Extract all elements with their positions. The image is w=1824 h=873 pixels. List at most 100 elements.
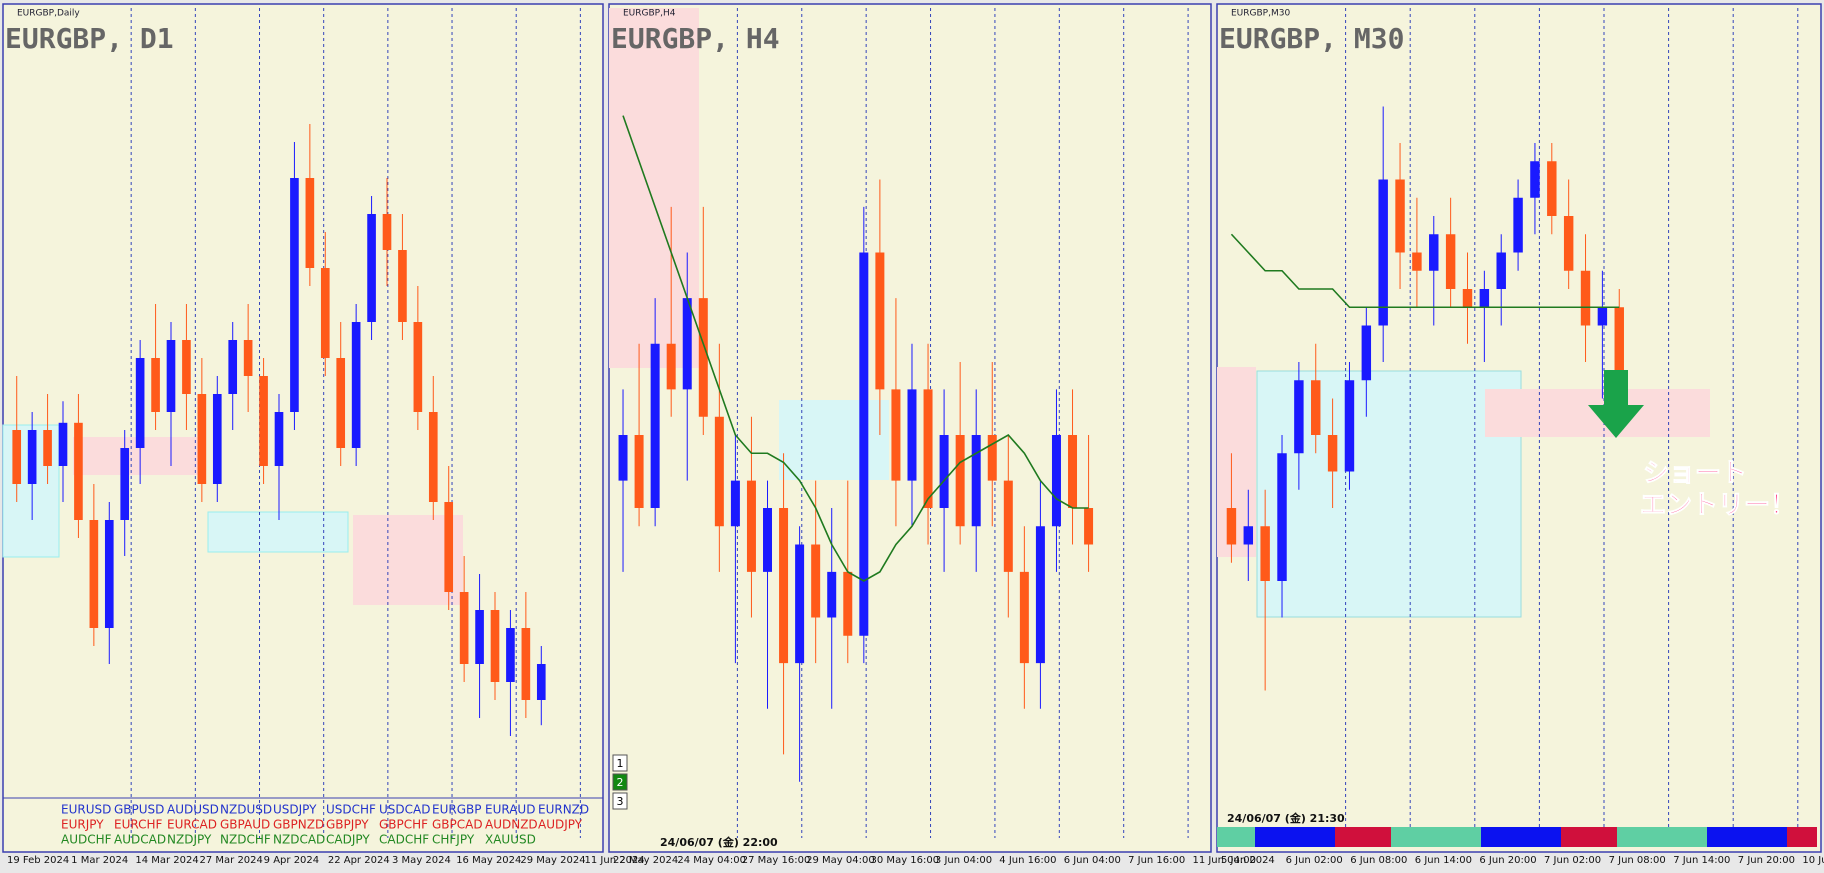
x-tick-label: 7 Jun 20:00 bbox=[1738, 855, 1795, 866]
zone bbox=[779, 400, 889, 480]
candle-body bbox=[182, 340, 191, 394]
pair-button[interactable]: USDJPY bbox=[273, 803, 317, 817]
candle-body bbox=[1547, 161, 1557, 216]
pair-button[interactable]: EURAUD bbox=[485, 803, 535, 817]
candle-body bbox=[536, 664, 546, 700]
candle-body bbox=[698, 298, 708, 417]
timeframe-button[interactable] bbox=[612, 754, 628, 772]
x-tick-label: 10 Jun 02:00 bbox=[1802, 855, 1824, 866]
pair-button[interactable]: XAUUSD bbox=[485, 833, 536, 847]
pair-button[interactable]: GBPUSD bbox=[114, 803, 164, 817]
pair-button[interactable]: EURCAD bbox=[167, 818, 217, 832]
pair-button[interactable]: EURUSD bbox=[61, 803, 111, 817]
candle-body bbox=[1260, 526, 1270, 581]
pair-button[interactable]: CADCHF bbox=[379, 833, 429, 847]
pair-button[interactable]: GBPCAD bbox=[432, 818, 483, 832]
timeframe-button-label: 2 bbox=[617, 776, 624, 789]
x-tick-label: 6 Jun 20:00 bbox=[1479, 855, 1536, 866]
candle-body bbox=[618, 435, 628, 481]
candle-body bbox=[1243, 526, 1254, 545]
pair-button[interactable]: EURGBP bbox=[432, 803, 481, 817]
pair-button[interactable]: NZDUSD bbox=[220, 803, 272, 817]
pair-button[interactable]: USDCHF bbox=[326, 803, 376, 817]
candle-body bbox=[1445, 234, 1456, 289]
candle-body bbox=[89, 520, 99, 628]
candle-body bbox=[382, 214, 392, 250]
candle-body bbox=[1019, 571, 1029, 664]
candle-body bbox=[506, 628, 515, 682]
pair-button[interactable]: NZDCHF bbox=[220, 833, 271, 847]
candle-body bbox=[43, 430, 52, 466]
pair-button[interactable]: EURJPY bbox=[61, 818, 104, 832]
candle-body bbox=[197, 394, 207, 484]
candle-body bbox=[1294, 380, 1304, 454]
timestamp: 24/06/07 (金) 22:00 bbox=[660, 835, 778, 849]
x-tick-label: 6 Jun 14:00 bbox=[1415, 855, 1472, 866]
candle-body bbox=[367, 214, 376, 322]
candle-body bbox=[1327, 435, 1338, 472]
candle-body bbox=[682, 298, 692, 390]
pair-button[interactable]: AUDJPY bbox=[538, 818, 583, 832]
candle-body bbox=[1429, 234, 1439, 271]
candle-body bbox=[971, 435, 981, 527]
pair-button[interactable]: AUDNZD bbox=[485, 818, 538, 832]
symbol-label: EURGBP,H4 bbox=[623, 9, 676, 19]
arrow bbox=[1588, 370, 1644, 438]
candle-body bbox=[104, 520, 114, 628]
candle-body bbox=[634, 435, 644, 508]
candle-body bbox=[1412, 252, 1422, 271]
candle-body bbox=[290, 178, 299, 412]
candle-body bbox=[212, 394, 222, 484]
pair-button[interactable]: EURCHF bbox=[114, 818, 163, 832]
timestamp: 24/06/07 (金) 21:30 bbox=[1227, 811, 1345, 825]
pair-button[interactable]: NZDCAD bbox=[273, 833, 325, 847]
candle-body bbox=[74, 422, 83, 520]
timeframe-button[interactable] bbox=[612, 773, 628, 791]
x-tick-label: 4 Jun 16:00 bbox=[999, 855, 1056, 866]
pair-button[interactable]: CHFJPY bbox=[432, 833, 475, 847]
pair-button[interactable]: NZDJPY bbox=[167, 833, 212, 847]
signal-bar bbox=[1787, 827, 1817, 847]
candle-body bbox=[320, 268, 330, 358]
x-tick-label: 29 May 04:00 bbox=[806, 855, 875, 866]
candle-body bbox=[228, 340, 238, 394]
candle-body bbox=[779, 508, 789, 664]
pair-button[interactable]: AUDCAD bbox=[114, 833, 166, 847]
pair-button[interactable]: GBPJPY bbox=[326, 818, 369, 832]
pair-button[interactable]: GBPNZD bbox=[273, 818, 324, 832]
pair-button[interactable]: USDCAD bbox=[379, 803, 430, 817]
candle-body bbox=[987, 435, 997, 481]
candle-body bbox=[843, 571, 853, 636]
candle-body bbox=[859, 252, 869, 636]
pair-button[interactable]: GBPAUD bbox=[220, 818, 270, 832]
candle-body bbox=[259, 376, 268, 466]
x-tick-label: 7 Jun 16:00 bbox=[1128, 855, 1185, 866]
signal-bar bbox=[1481, 827, 1561, 847]
x-tick-label: 27 May 16:00 bbox=[742, 855, 811, 866]
candle-body bbox=[666, 343, 676, 390]
pair-button[interactable]: CADJPY bbox=[326, 833, 370, 847]
timeframe-button[interactable] bbox=[612, 792, 628, 810]
x-tick-label: 29 May 2024 bbox=[520, 855, 585, 866]
pair-button[interactable]: GBPCHF bbox=[379, 818, 428, 832]
pair-button[interactable]: AUDCHF bbox=[61, 833, 112, 847]
candle-body bbox=[811, 544, 821, 618]
candle-body bbox=[444, 502, 454, 592]
x-tick-label: 19 Feb 2024 bbox=[7, 855, 69, 866]
x-tick-label: 9 Apr 2024 bbox=[264, 855, 319, 866]
chart-title: EURGBP, M30 bbox=[1219, 22, 1404, 55]
zone bbox=[1217, 367, 1256, 557]
candle-body bbox=[1361, 325, 1372, 381]
x-tick-label: 11 Jun 2024 bbox=[585, 855, 645, 866]
annotation: エントリー！ bbox=[1640, 491, 1796, 521]
candle-body bbox=[1479, 289, 1490, 308]
pair-button[interactable]: EURNZD bbox=[538, 803, 589, 817]
x-tick-label: 6 Jun 08:00 bbox=[1350, 855, 1407, 866]
candle-body bbox=[730, 480, 740, 527]
pair-button[interactable]: AUDUSD bbox=[167, 803, 219, 817]
x-tick-label: 16 May 2024 bbox=[456, 855, 521, 866]
candle-body bbox=[428, 412, 438, 502]
candle-body bbox=[336, 358, 346, 448]
candle-body bbox=[12, 430, 22, 484]
